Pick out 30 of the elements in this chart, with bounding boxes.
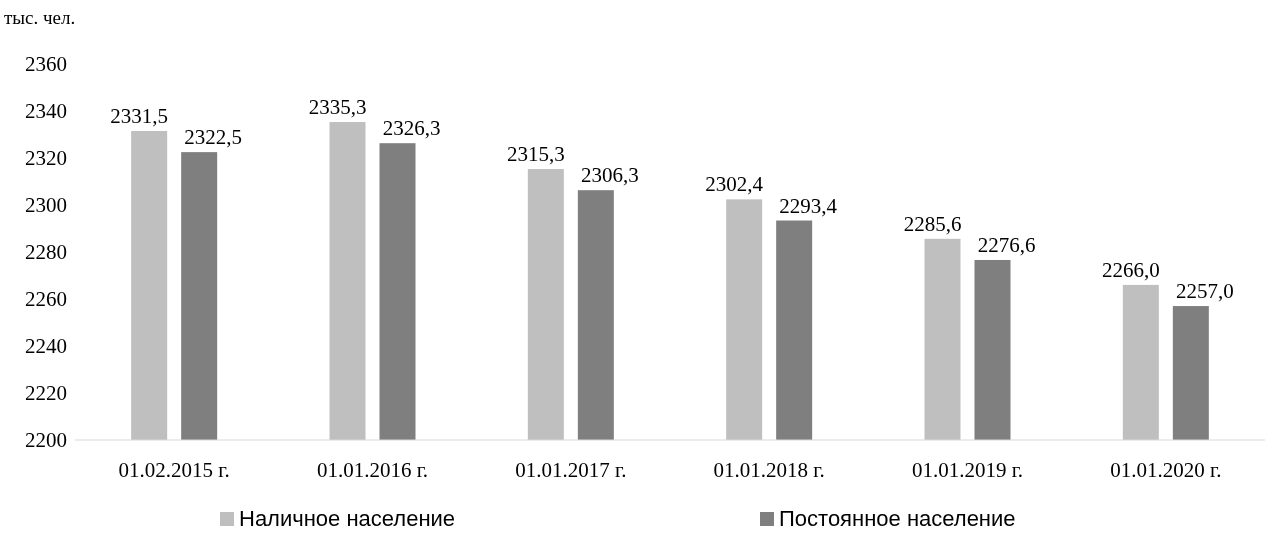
y-tick-label: 2200 (25, 428, 67, 453)
x-tick-label: 01.01.2016 г. (316, 458, 429, 482)
data-label: 2302,4 (705, 172, 764, 197)
data-label: 2285,6 (903, 211, 962, 236)
x-tick-label: 01.01.2017 г. (515, 458, 627, 482)
y-tick-label: 2300 (25, 193, 67, 218)
y-tick-label: 2320 (25, 146, 67, 171)
y-tick-label: 2260 (25, 287, 67, 312)
data-label: 2293,4 (779, 193, 838, 218)
legend-label: Постоянное население (779, 506, 1016, 531)
legend-label: Наличное население (239, 506, 456, 531)
data-label: 2257,0 (1175, 279, 1234, 304)
data-label: 2306,3 (580, 163, 639, 188)
x-tick-label: 01.01.2020 г. (1110, 458, 1222, 482)
y-axis-title: тыс. чел. (4, 7, 76, 28)
x-tick-label: 01.01.2019 г. (911, 458, 1024, 482)
data-label: 2315,3 (506, 142, 565, 167)
data-label: 2326,3 (382, 116, 441, 141)
x-tick-label: 01.01.2018 г. (713, 458, 825, 482)
y-tick-label: 2360 (25, 52, 67, 77)
data-label: 2322,5 (184, 125, 243, 150)
x-tick-label: 01.02.2015 г. (118, 458, 230, 482)
data-label: 2266,0 (1101, 257, 1160, 282)
y-tick-label: 2220 (25, 381, 67, 406)
y-tick-label: 2280 (25, 240, 67, 265)
y-tick-label: 2240 (25, 334, 67, 359)
data-label: 2331,5 (110, 103, 169, 128)
data-label: 2276,6 (977, 232, 1036, 257)
y-tick-label: 2340 (25, 99, 67, 124)
data-label: 2335,3 (308, 95, 367, 120)
